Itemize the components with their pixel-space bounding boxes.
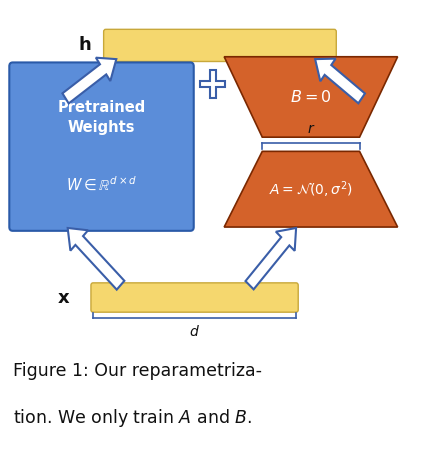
Text: Pretrained
Weights: Pretrained Weights — [58, 100, 146, 135]
Polygon shape — [224, 57, 398, 137]
Text: $W \in \mathbb{R}^{d \times d}$: $W \in \mathbb{R}^{d \times d}$ — [66, 175, 137, 193]
Polygon shape — [224, 151, 398, 227]
Polygon shape — [200, 70, 225, 98]
Text: $d$: $d$ — [189, 324, 200, 340]
FancyBboxPatch shape — [9, 62, 194, 231]
Polygon shape — [315, 59, 365, 103]
Text: Figure 1: Our reparametriza-: Figure 1: Our reparametriza- — [13, 362, 262, 380]
Text: $A = \mathcal{N}(0,\sigma^2)$: $A = \mathcal{N}(0,\sigma^2)$ — [269, 179, 353, 200]
Text: $\mathbf{h}$: $\mathbf{h}$ — [78, 36, 91, 54]
Text: $r$: $r$ — [307, 122, 315, 136]
FancyBboxPatch shape — [91, 283, 298, 312]
FancyBboxPatch shape — [104, 29, 336, 61]
Polygon shape — [68, 228, 124, 289]
Text: $B = 0$: $B = 0$ — [290, 89, 332, 105]
Text: tion. We only train $A$ and $B$.: tion. We only train $A$ and $B$. — [13, 407, 252, 429]
Polygon shape — [245, 228, 296, 289]
Polygon shape — [63, 58, 116, 104]
Text: $\mathbf{x}$: $\mathbf{x}$ — [57, 289, 70, 307]
